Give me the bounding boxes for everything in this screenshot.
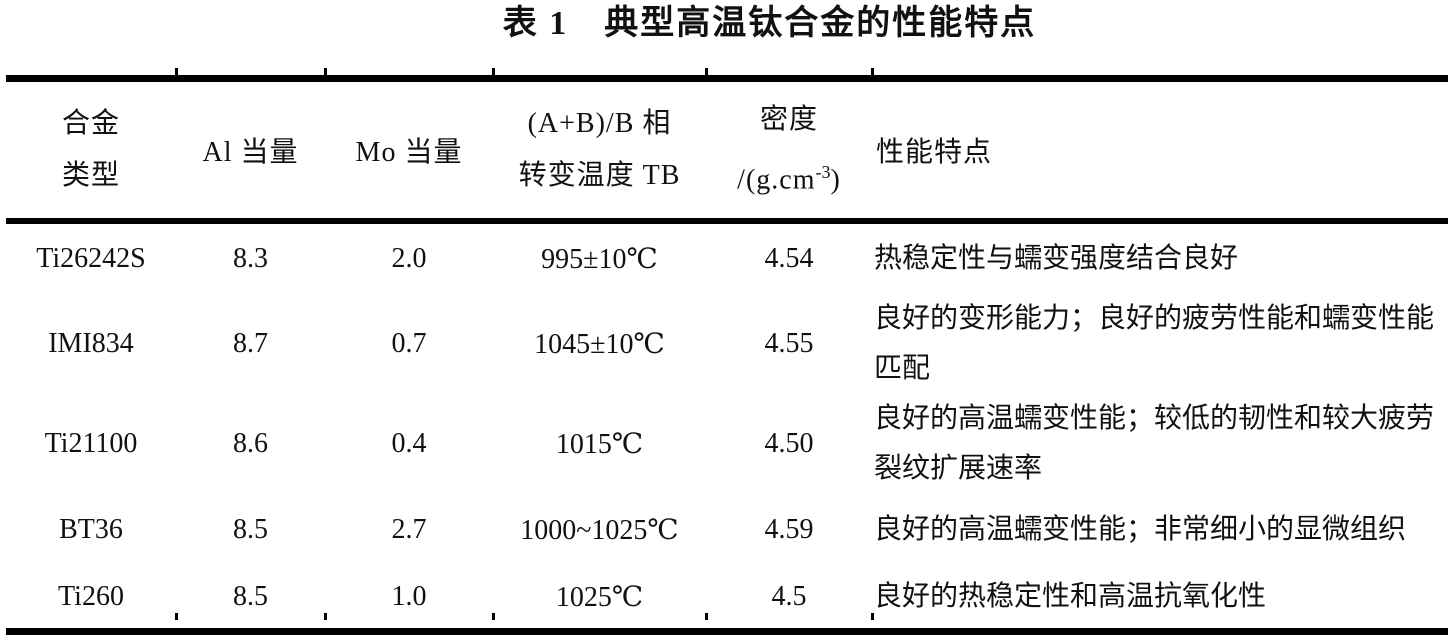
column-tick xyxy=(705,613,708,620)
table-row: IMI834 8.7 0.7 1045±10℃ 4.55 良好的变形能力；良好的… xyxy=(6,294,1448,394)
header-alloy-type: 合金 类型 xyxy=(6,78,176,224)
cell-transition-temperature: 1000~1025℃ xyxy=(520,515,679,546)
table-row: Ti26242S 8.3 2.0 995±10℃ 4.54 热稳定性与蠕变强度结… xyxy=(6,221,1448,294)
column-tick xyxy=(175,68,178,75)
cell-transition-temperature: 1045±10℃ xyxy=(534,329,665,360)
table-caption: 表 1 典型高温钛合金的性能特点 xyxy=(502,5,1037,42)
header-al-equivalent: Al 当量 xyxy=(176,78,325,224)
cell-features: 良好的变形能力；良好的疲劳性能和蠕变性能匹配 xyxy=(874,303,1435,384)
table-row: Ti21100 8.6 0.4 1015℃ 4.50 良好的高温蠕变性能；较低的… xyxy=(6,394,1448,494)
density-unit-pre: /(g.cm xyxy=(737,164,816,196)
cell-density: 4.5 xyxy=(771,581,807,612)
cell-features: 良好的高温蠕变性能；较低的韧性和较大疲劳裂纹扩展速率 xyxy=(874,403,1435,484)
cell-transition-temperature: 1015℃ xyxy=(555,429,644,460)
cell-alloy: Ti260 xyxy=(58,581,124,612)
header-density-line1: 密度 xyxy=(759,103,818,135)
header-transition-temperature: (A+B)/B 相 转变温度 TB xyxy=(493,78,706,224)
column-tick xyxy=(324,613,327,620)
cell-mo-equivalent: 1.0 xyxy=(391,581,427,612)
column-tick xyxy=(871,68,874,75)
cell-alloy: BT36 xyxy=(59,514,123,545)
header-density-unit: /(g.cm-3) xyxy=(706,146,872,206)
table-body: Ti26242S 8.3 2.0 995±10℃ 4.54 热稳定性与蠕变强度结… xyxy=(6,221,1448,632)
cell-mo-equivalent: 0.4 xyxy=(391,428,427,459)
cell-al-equivalent: 8.7 xyxy=(233,328,268,359)
header-alloy-type-line1: 合金 xyxy=(61,108,120,139)
header-row: 合金 类型 Al 当量 Mo 当量 (A+B)/B 相 转变温度 TB 密度 /… xyxy=(6,78,1448,224)
column-tick xyxy=(492,68,495,75)
cell-mo-equivalent: 2.7 xyxy=(391,514,427,545)
cell-features: 热稳定性与蠕变强度结合良好 xyxy=(874,243,1239,274)
cell-transition-temperature: 1025℃ xyxy=(555,582,644,613)
cell-al-equivalent: 8.5 xyxy=(233,581,268,612)
cell-transition-temperature: 995±10℃ xyxy=(541,244,658,275)
column-tick xyxy=(324,68,327,75)
cell-density: 4.55 xyxy=(764,328,814,359)
cell-mo-equivalent: 2.0 xyxy=(391,243,427,274)
column-tick xyxy=(871,613,874,620)
column-tick xyxy=(705,68,708,75)
header-features: 性能特点 xyxy=(872,78,1448,224)
column-tick xyxy=(492,613,495,620)
cell-features: 良好的高温蠕变性能；非常细小的显微组织 xyxy=(874,514,1407,545)
cell-alloy: Ti26242S xyxy=(36,243,146,274)
density-unit-exponent: -3 xyxy=(815,161,831,182)
cell-density: 4.59 xyxy=(764,514,814,545)
cell-alloy: Ti21100 xyxy=(44,428,138,459)
cell-features: 良好的热稳定性和高温抗氧化性 xyxy=(874,581,1267,612)
alloy-properties-table: 合金 类型 Al 当量 Mo 当量 (A+B)/B 相 转变温度 TB 密度 /… xyxy=(6,75,1448,635)
table-header: 合金 类型 Al 当量 Mo 当量 (A+B)/B 相 转变温度 TB 密度 /… xyxy=(6,78,1448,224)
cell-mo-equivalent: 0.7 xyxy=(391,328,427,359)
header-alloy-type-line2: 类型 xyxy=(61,160,120,191)
header-transition-temperature-line1: (A+B)/B 相 xyxy=(527,108,672,139)
column-tick xyxy=(175,613,178,620)
table-row: BT36 8.5 2.7 1000~1025℃ 4.59 良好的高温蠕变性能；非… xyxy=(6,494,1448,566)
cell-al-equivalent: 8.5 xyxy=(233,514,268,545)
cell-al-equivalent: 8.3 xyxy=(233,243,268,274)
cell-density: 4.54 xyxy=(764,243,814,274)
table-row: Ti260 8.5 1.0 1025℃ 4.5 良好的热稳定性和高温抗氧化性 xyxy=(6,566,1448,632)
header-mo-equivalent: Mo 当量 xyxy=(325,78,493,224)
cell-al-equivalent: 8.6 xyxy=(233,428,268,459)
header-transition-temperature-line2: 转变温度 TB xyxy=(518,160,681,191)
cell-density: 4.50 xyxy=(764,428,814,459)
cell-alloy: IMI834 xyxy=(48,328,134,359)
density-unit-post: ) xyxy=(830,164,841,196)
header-density: 密度 /(g.cm-3) xyxy=(706,78,872,224)
